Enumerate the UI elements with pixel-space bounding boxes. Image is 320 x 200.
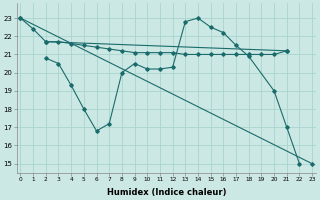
X-axis label: Humidex (Indice chaleur): Humidex (Indice chaleur) (107, 188, 226, 197)
